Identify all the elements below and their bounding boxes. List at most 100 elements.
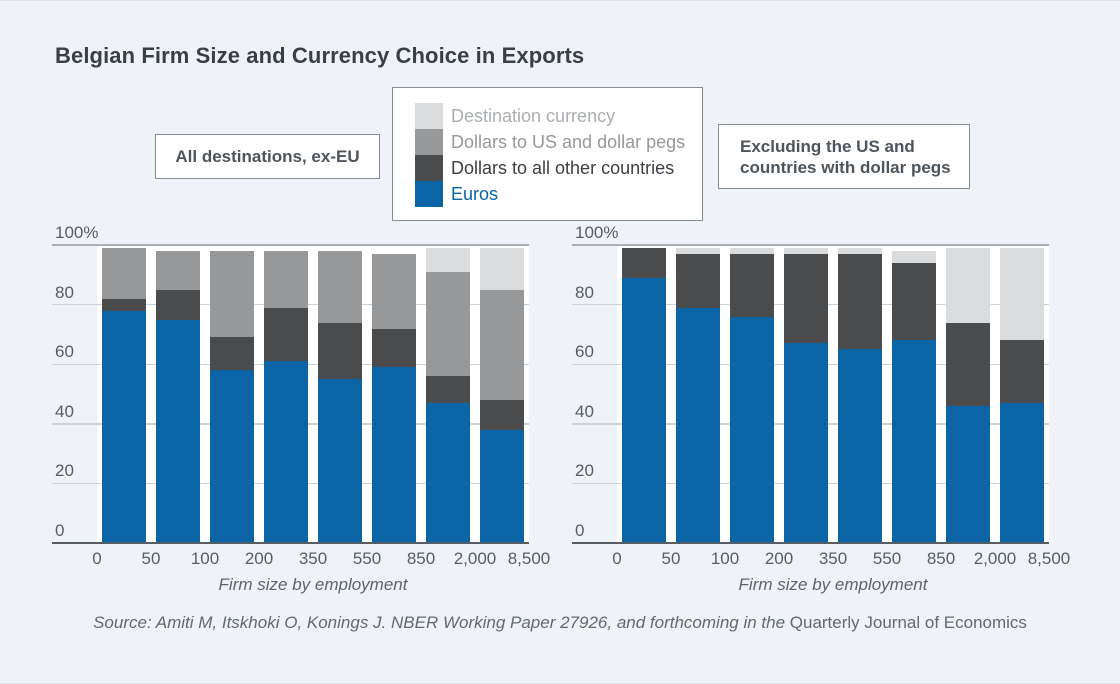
legend-item-0: Destination currency xyxy=(415,103,702,129)
bar-segment-destination-currency xyxy=(784,247,828,254)
bar-slot-2,000-8,500 xyxy=(995,245,1049,543)
bar-segment-euros xyxy=(676,307,720,543)
x-tick-label-0: 0 xyxy=(612,549,622,568)
x-tick-label-200: 200 xyxy=(244,549,274,568)
bar-segment-dollars-to-us-and-dollar-pegs xyxy=(156,251,200,290)
bar-segment-dollars-to-all-other-countries xyxy=(372,328,416,368)
x-tick-label-350: 350 xyxy=(818,549,848,568)
plot-area xyxy=(52,244,529,544)
y-tick-label-0: 0 xyxy=(575,521,585,540)
bar-slot-0-50 xyxy=(97,245,151,543)
bar-segment-euros xyxy=(156,319,200,543)
bar-segment-destination-currency xyxy=(892,251,936,263)
legend-item-label: Destination currency xyxy=(451,105,616,126)
bar-segment-euros xyxy=(372,367,416,543)
x-tick-label-2,000: 2,000 xyxy=(973,549,1017,568)
y-tick-label-80: 80 xyxy=(575,282,594,302)
bar-slot-50-100 xyxy=(671,245,725,543)
bar-segment-destination-currency xyxy=(730,247,774,254)
bar-slot-200-350 xyxy=(259,245,313,543)
bar-segment-dollars-to-us-and-dollar-pegs xyxy=(210,251,254,338)
x-axis-line xyxy=(52,542,529,544)
panel-label-all-destinations: All destinations, ex-EU xyxy=(155,134,380,179)
bar-segment-euros xyxy=(426,402,470,543)
bar-segment-dollars-to-all-other-countries xyxy=(838,253,882,350)
bar-segment-euros xyxy=(946,405,990,543)
legend-item-3: Euros xyxy=(415,181,702,207)
x-tick-label-50: 50 xyxy=(141,549,161,568)
legend-item-label: Dollars to all other countries xyxy=(451,157,675,178)
x-tick-label-50: 50 xyxy=(661,549,681,568)
bar-segment-dollars-to-us-and-dollar-pegs xyxy=(480,289,524,401)
bar-200-350 xyxy=(264,251,308,543)
bar-segment-dollars-to-all-other-countries xyxy=(156,289,200,320)
bar-segment-destination-currency xyxy=(1000,247,1044,341)
bar-segment-dollars-to-all-other-countries xyxy=(210,337,254,371)
bars-layer xyxy=(617,245,1049,543)
bar-slot-850-2,000 xyxy=(421,245,475,543)
x-tick-label-350: 350 xyxy=(298,549,328,568)
bar-segment-dollars-to-all-other-countries xyxy=(318,322,362,380)
bar-slot-0-50 xyxy=(617,245,671,543)
bar-2,000-8,500 xyxy=(1000,247,1044,543)
x-tick-label-2,000: 2,000 xyxy=(453,549,497,568)
bar-slot-350-550 xyxy=(833,245,887,543)
bar-segment-dollars-to-us-and-dollar-pegs xyxy=(264,251,308,308)
chart-excluding-us-pegs: 0 20 40 60 80 100% 0 50 100 200 350 550 850 2,000 8,50… xyxy=(572,223,1070,607)
x-tick-label-100: 100 xyxy=(710,549,740,568)
panel-label-excluding-us-line2: countries with dollar pegs xyxy=(740,157,951,177)
y-tick-label-100: 100% xyxy=(55,223,99,242)
source-note-italic: Source: Amiti M, Itskhoki O, Konings J. … xyxy=(93,613,790,632)
bar-segment-destination-currency xyxy=(676,248,720,255)
bar-100-200 xyxy=(730,247,774,543)
bar-100-200 xyxy=(210,251,254,543)
chart-all-destinations: 0 20 40 60 80 100% 0 50 100 200 350 550 850 2,000 8,50… xyxy=(52,223,550,607)
y-tick-label-100: 100% xyxy=(575,223,619,242)
bar-350-550 xyxy=(838,247,882,543)
bar-50-100 xyxy=(156,251,200,543)
legend-item-label: Dollars to US and dollar pegs xyxy=(451,131,686,152)
bar-slot-550-850 xyxy=(887,245,941,543)
bar-segment-dollars-to-us-and-dollar-pegs xyxy=(372,254,416,329)
bar-segment-destination-currency xyxy=(946,248,990,323)
bar-segment-dollars-to-all-other-countries xyxy=(784,253,828,344)
x-tick-label-850: 850 xyxy=(926,549,956,568)
bar-550-850 xyxy=(372,254,416,543)
y-tick-label-60: 60 xyxy=(575,342,594,362)
bar-0-50 xyxy=(622,248,666,543)
gridline-100 xyxy=(572,244,1049,246)
y-tick-label-40: 40 xyxy=(575,401,594,421)
gridline-100 xyxy=(52,244,529,246)
bar-segment-destination-currency xyxy=(838,247,882,254)
bar-segment-destination-currency xyxy=(426,248,470,272)
figure-title: Belgian Firm Size and Currency Choice in… xyxy=(55,43,585,68)
x-axis-title: Firm size by employment xyxy=(218,575,408,594)
bar-segment-dollars-to-us-and-dollar-pegs xyxy=(426,271,470,377)
bar-segment-dollars-to-all-other-countries xyxy=(892,262,936,341)
bar-segment-euros xyxy=(730,316,774,543)
legend-item-2: Dollars to all other countries xyxy=(415,155,702,181)
bars-layer xyxy=(97,245,529,543)
y-tick-label-20: 20 xyxy=(575,461,594,481)
bar-slot-50-100 xyxy=(151,245,205,543)
y-tick-label-40: 40 xyxy=(55,401,74,421)
bar-slot-2,000-8,500 xyxy=(475,245,529,543)
bar-segment-euros xyxy=(318,379,362,543)
x-tick-label-8,500: 8,500 xyxy=(1027,549,1071,568)
x-tick-label-200: 200 xyxy=(764,549,794,568)
bar-850-2,000 xyxy=(946,248,990,543)
bar-segment-dollars-to-all-other-countries xyxy=(946,322,990,406)
bar-slot-200-350 xyxy=(779,245,833,543)
x-tick-label-8,500: 8,500 xyxy=(507,549,551,568)
bar-segment-euros xyxy=(264,361,308,543)
bar-slot-550-850 xyxy=(367,245,421,543)
bar-200-350 xyxy=(784,247,828,543)
chart-legend: Destination currency Dollars to US and do… xyxy=(392,87,703,221)
legend-swatch-icon xyxy=(415,129,443,155)
legend-swatch-icon xyxy=(415,103,443,129)
bar-segment-dollars-to-us-and-dollar-pegs xyxy=(102,248,146,299)
source-note-journal: Quarterly Journal of Economics xyxy=(789,613,1027,632)
bar-segment-euros xyxy=(210,370,254,543)
bar-segment-euros xyxy=(838,349,882,543)
bar-segment-euros xyxy=(1000,402,1044,543)
